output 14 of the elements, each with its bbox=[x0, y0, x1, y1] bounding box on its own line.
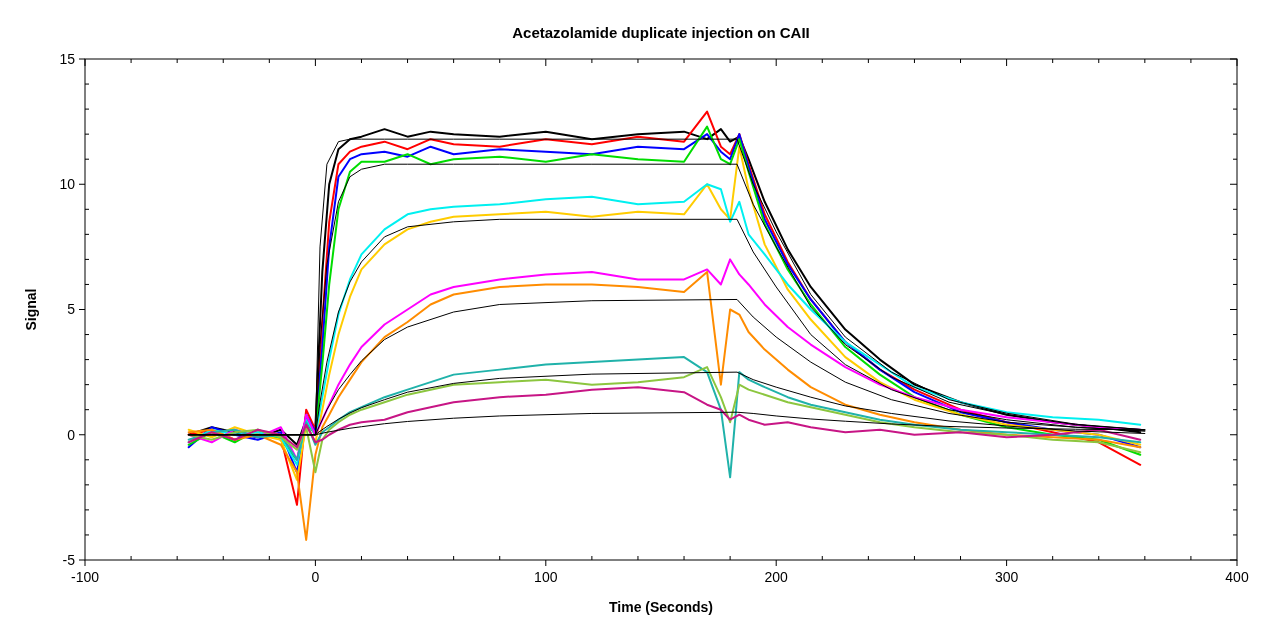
y-tick-label: -5 bbox=[62, 551, 76, 568]
x-axis-title: Time (Seconds) bbox=[609, 599, 713, 615]
x-tick-label: 400 bbox=[1225, 569, 1249, 585]
x-tick-label: 0 bbox=[311, 569, 320, 585]
x-tick-label: 100 bbox=[534, 569, 558, 585]
y-tick-label: 0 bbox=[67, 426, 76, 443]
y-tick-label: 15 bbox=[59, 50, 76, 67]
y-tick-label: 10 bbox=[59, 176, 76, 193]
y-tick-label: 5 bbox=[67, 301, 76, 318]
x-tick-label: 200 bbox=[764, 569, 789, 585]
y-axis-title: Signal bbox=[23, 288, 39, 331]
chart-title: Acetazolamide duplicate injection on CAII bbox=[512, 24, 810, 41]
x-tick-label: 300 bbox=[994, 569, 1019, 585]
x-tick-label: -100 bbox=[70, 569, 100, 585]
